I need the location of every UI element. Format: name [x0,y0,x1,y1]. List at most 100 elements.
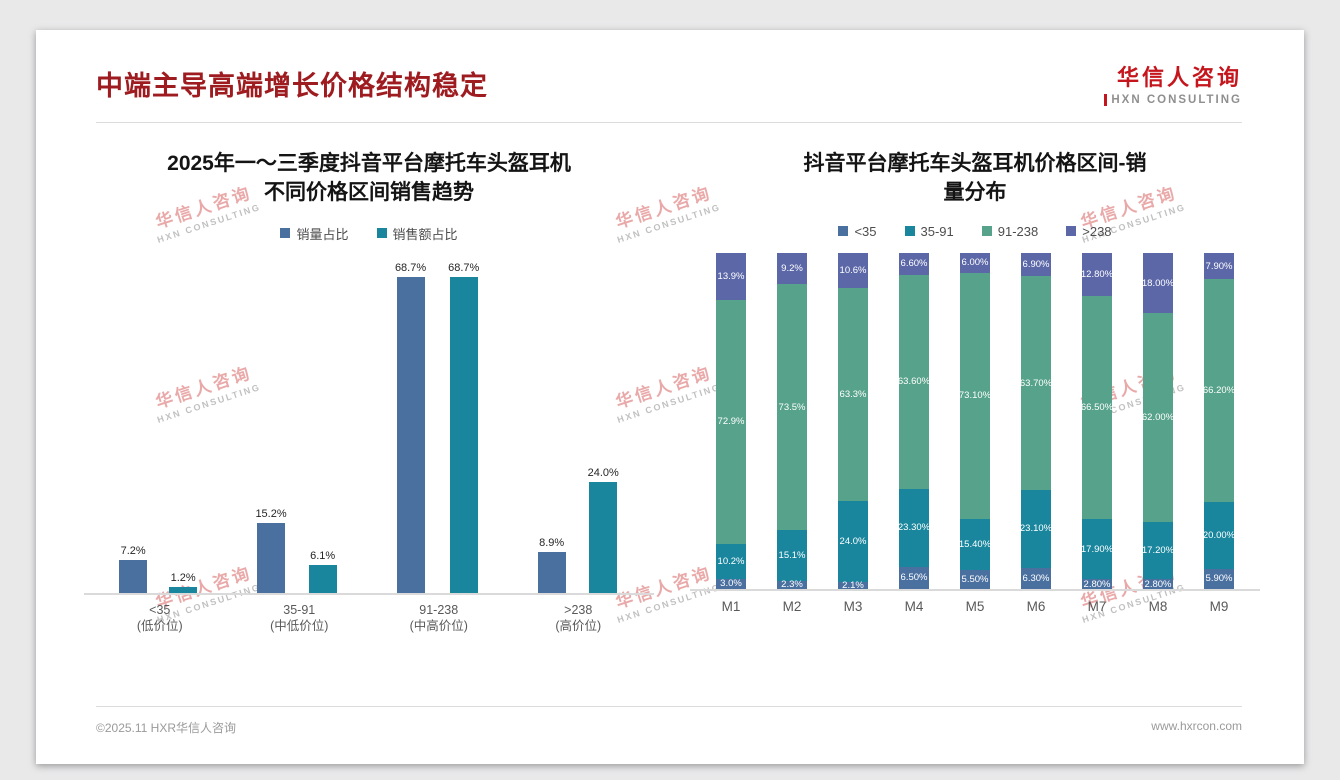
bar-value-label: 6.1% [310,549,336,562]
slide-content: 中端主导高端增长价格结构稳定 华信人咨询 HXN CONSULTING 2025… [36,30,1304,764]
legend-label: 销量占比 [296,226,349,242]
stack-segment: 6.00% [960,252,990,273]
stack-segment: 7.90% [1204,252,1234,280]
segment-label: 17.20% [1141,544,1175,556]
stack-segment: 23.30% [898,488,930,567]
stacked-bar: 6.90% 63.70% 23.10% 6.30% [1019,252,1053,589]
stack-segment: 63.60% [897,274,931,489]
legend-swatch [1066,226,1077,237]
bar-rect [169,587,198,593]
website-text: www.hxrcon.com [1151,719,1242,733]
left-chart-x-axis: <35 (低价位) 35-91 (中低价位) 91-238 (中高价位) >238 (高价位) [84,602,654,635]
segment-label: 6.00% [961,257,989,269]
brand-logo-en: HXN CONSULTING [1104,94,1242,106]
copyright-text: ©2025.11 HXR华信人咨询 [96,721,236,735]
stack-segment: 3.0% [716,578,746,590]
stacked-bar: 6.60% 63.60% 23.30% 6.50% [897,252,931,589]
right-chart-title-line1: 抖音平台摩托车头盔耳机价格区间-销 [803,152,1147,175]
bar-rect [308,564,337,593]
segment-label: 6.30% [1022,572,1050,584]
segment-label: 7.90% [1205,260,1233,272]
stack-segment: 17.20% [1141,521,1175,580]
stacked-bar: 6.00% 73.10% 15.40% 5.50% [958,252,992,589]
legend-swatch [981,226,992,237]
stack-segment: 62.00% [1142,313,1174,522]
footer-row: ©2025.11 HXR华信人咨询 www.hxrcon.com [96,719,1242,736]
segment-label: 2.80% [1144,578,1172,590]
left-chart-title-line1: 2025年一～三季度抖音平台摩托车头盔耳机 [167,152,571,175]
stack-segment: 18.00% [1141,252,1175,314]
stack-segment: 2.3% [777,579,807,591]
segment-label: 66.50% [1080,402,1114,414]
segment-label: 18.00% [1141,277,1175,289]
segment-label: 2.3% [781,579,803,591]
x-axis-label: <35 (低价位) [100,602,220,635]
legend-item: >238 [1066,223,1112,239]
bar-rect [589,482,618,593]
left-chart: 2025年一～三季度抖音平台摩托车头盔耳机 不同价格区间销售趋势 销量占比 销售额… [84,143,654,634]
bar-group: 7.2% 1.2% [119,545,198,593]
stack-segment: 24.0% [838,501,868,582]
segment-label: 73.10% [958,390,992,402]
bar-rect [449,276,478,593]
stack-segment: 13.9% [716,252,746,300]
segment-label: 72.9% [717,416,745,428]
footer-divider [96,706,1242,707]
stack-segment: 12.80% [1080,252,1114,296]
legend-label: >238 [1082,223,1112,239]
bar: 6.1% [308,549,337,593]
x-axis-label: 91-238 (中高价位) [379,602,499,635]
x-axis-label: M4 [904,598,924,614]
stack-segment: 2.1% [838,580,868,591]
stack-segment: 72.9% [716,299,746,545]
segment-label: 6.50% [900,572,928,584]
grouped-bar-plot: 7.2% 1.2% 15.2% 6.1% 68.7% 68.7% 8.9% 24.0% [84,257,654,595]
segment-label: 10.6% [839,265,867,277]
x-axis-label-range: 35-91 [283,602,316,617]
bar-value-label: 8.9% [539,536,565,549]
x-axis-label-tier: (中高价位) [409,619,468,634]
x-axis-label-tier: (中低价位) [270,619,329,634]
segment-label: 15.1% [778,550,806,562]
bar-value-label: 1.2% [170,572,196,585]
segment-label: 12.80% [1080,268,1114,280]
bar-group: 68.7% 68.7% [395,262,479,593]
segment-label: 6.90% [1022,258,1050,270]
stack-segment: 63.3% [838,288,868,502]
header: 中端主导高端增长价格结构稳定 华信人咨询 HXN CONSULTING [36,30,1304,106]
segment-label: 3.0% [720,578,742,590]
stack-segment: 2.80% [1082,579,1112,590]
x-axis-label: M1 [721,598,741,614]
right-chart-title-line2: 量分布 [943,181,1007,205]
bar-value-label: 68.7% [394,261,427,274]
segment-label: 63.70% [1019,377,1053,389]
legend-swatch [280,228,291,239]
x-axis-label: 35-91 (中低价位) [239,602,359,635]
x-axis-label: >238 (高价位) [518,602,638,635]
segment-label: 63.60% [897,376,931,388]
header-divider [96,122,1242,123]
x-axis-label-range: >238 [564,602,593,617]
left-chart-title-line2: 不同价格区间销售趋势 [264,181,474,205]
segment-label: 9.2% [781,262,803,274]
legend-swatch [904,226,915,237]
bar-value-label: 15.2% [255,507,287,520]
brand-logo: 华信人咨询 HXN CONSULTING [1104,60,1242,106]
legend-item: 销量占比 [280,224,349,243]
x-axis-label: M9 [1209,598,1229,614]
footer: ©2025.11 HXR华信人咨询 www.hxrcon.com [96,706,1242,736]
segment-label: 10.2% [717,556,745,568]
stacked-bar: 12.80% 66.50% 17.90% 2.80% [1080,252,1114,590]
stack-segment: 2.80% [1143,578,1173,590]
segment-label: 24.0% [839,535,867,547]
page-title: 中端主导高端增长价格结构稳定 [96,71,488,101]
legend-label: 销售额占比 [392,226,458,242]
slide: 华信人咨询 HXN CONSULTING 华信人咨询 HXN CONSULTING 华信… [36,30,1304,764]
bar: 15.2% [255,507,287,593]
stack-segment: 63.70% [1019,275,1053,491]
brand-logo-en-text: HXN CONSULTING [1111,94,1242,106]
stack-segment: 6.30% [1021,567,1051,589]
stack-segment: 23.10% [1020,490,1052,568]
bar-rect [537,551,566,593]
bar: 68.7% [395,262,426,593]
